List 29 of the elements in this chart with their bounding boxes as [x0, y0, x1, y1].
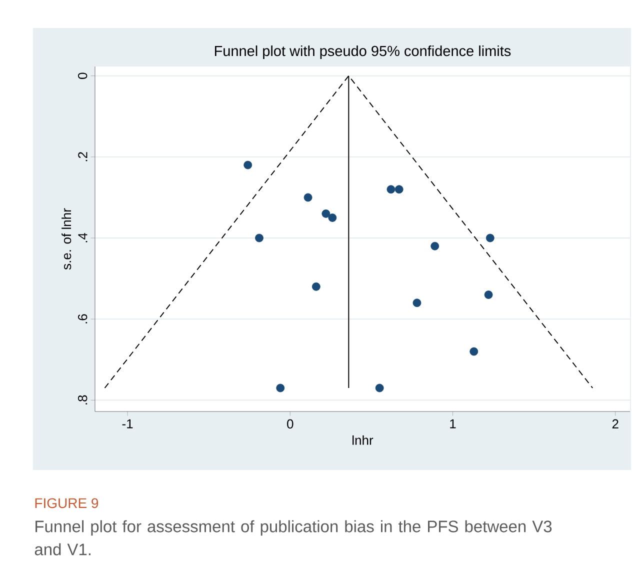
point: [244, 160, 252, 170]
point: [484, 290, 493, 299]
point: [386, 185, 396, 194]
x-tick-label: 0: [287, 419, 294, 429]
y-tick-label: 0: [78, 72, 88, 79]
point: [322, 209, 330, 218]
point: [304, 193, 312, 202]
point: [430, 242, 440, 250]
y-axis-title: s.e. of lnhr: [62, 208, 72, 270]
x-tick-label: 1: [450, 419, 456, 428]
point: [328, 214, 337, 222]
text: Funnel plot for assessment of publication bias in the PFS between V3 and V1.: [34, 520, 552, 556]
point: [312, 282, 320, 291]
point: [394, 185, 404, 194]
point: [375, 384, 384, 392]
y-tick-label: .6: [78, 314, 88, 324]
point: [412, 298, 422, 308]
caption: FIGURE 9: [35, 498, 98, 508]
point: [486, 234, 494, 242]
x-axis-title: lnhr: [352, 435, 374, 445]
point: [470, 347, 478, 356]
y-tick-label: .4: [78, 232, 88, 242]
chart-title: Funnel plot with pseudo 95% confidence limits: [214, 45, 511, 59]
y-tick-label: .8: [78, 395, 88, 404]
point: [276, 384, 285, 392]
y-tick-label: .2: [78, 152, 88, 162]
x-tick-label: -1: [122, 419, 133, 428]
x-tick-label: 2: [612, 419, 618, 428]
point: [255, 234, 264, 242]
